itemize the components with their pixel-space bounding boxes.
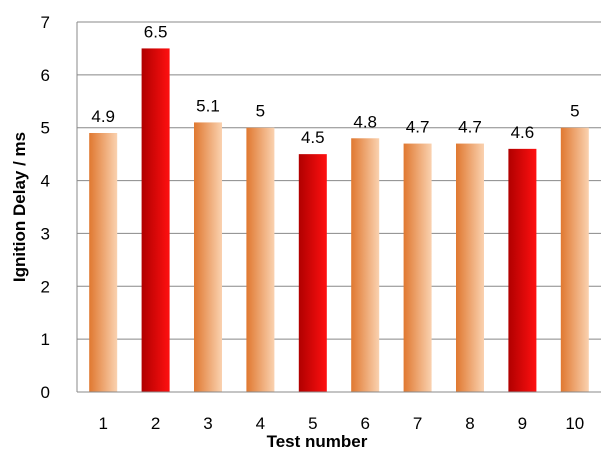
bar — [403, 143, 432, 392]
y-tick-label: 3 — [41, 224, 50, 243]
x-tick-label: 2 — [151, 414, 160, 433]
bar — [456, 143, 484, 392]
x-tick-label: 1 — [98, 414, 107, 433]
y-tick-labels: 0 1 2 3 4 5 6 7 — [41, 13, 50, 402]
bar — [89, 133, 118, 392]
data-label: 5 — [256, 102, 265, 121]
x-tick-label: 9 — [518, 414, 527, 433]
data-labels: 4.9 6.5 5.1 5 4.5 4.8 4.7 4.7 4.6 5 — [91, 22, 579, 147]
data-label: 4.8 — [353, 112, 377, 131]
y-tick-label: 2 — [41, 277, 50, 296]
bar — [141, 48, 170, 393]
data-label: 4.9 — [91, 107, 115, 126]
bar — [560, 127, 589, 392]
bars — [89, 48, 589, 393]
bar — [246, 127, 275, 392]
x-tick-label: 10 — [565, 414, 584, 433]
x-tick-label: 6 — [360, 414, 369, 433]
x-tick-label: 4 — [256, 414, 265, 433]
bar — [298, 154, 327, 392]
bar — [194, 122, 222, 392]
x-tick-labels: 1 2 3 4 5 6 7 8 9 10 — [98, 414, 584, 433]
y-tick-label: 6 — [41, 66, 50, 85]
x-tick-label: 8 — [465, 414, 474, 433]
y-axis-title: Ignition Delay / ms — [10, 132, 29, 282]
data-label: 6.5 — [144, 22, 168, 41]
y-tick-label: 0 — [41, 383, 50, 402]
y-tick-label: 7 — [41, 13, 50, 32]
y-tick-label: 1 — [41, 330, 50, 349]
data-label: 4.6 — [511, 123, 535, 142]
data-label: 4.5 — [301, 128, 325, 147]
x-axis-title: Test number — [267, 432, 368, 451]
y-tick-label: 4 — [41, 172, 50, 191]
data-label: 4.7 — [406, 118, 430, 137]
bar — [508, 148, 537, 392]
y-tick-label: 5 — [41, 119, 50, 138]
x-tick-label: 3 — [203, 414, 212, 433]
data-label: 5.1 — [196, 96, 220, 115]
x-tick-label: 5 — [308, 414, 317, 433]
data-label: 4.7 — [458, 118, 482, 137]
x-tick-label: 7 — [413, 414, 422, 433]
bar — [351, 138, 380, 392]
data-label: 5 — [570, 102, 579, 121]
